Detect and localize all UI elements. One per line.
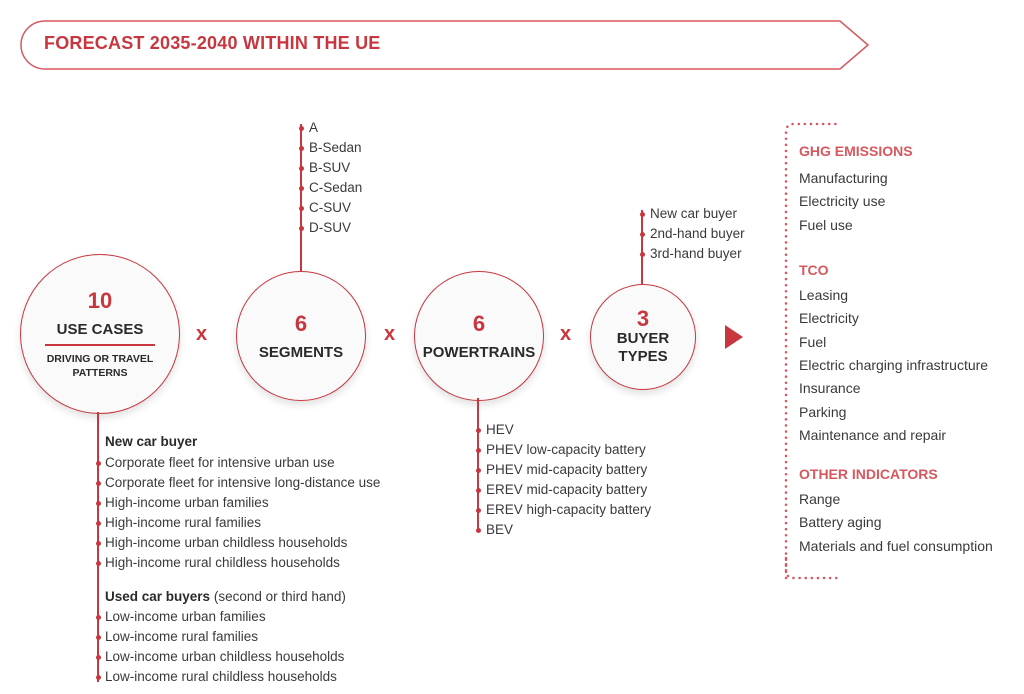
output-item: Electric charging infrastructure [799, 356, 989, 373]
use-cases-circle: 10 USE CASES DRIVING OR TRAVEL PATTERNS [20, 254, 180, 414]
used-header-text: Used car buyers [105, 589, 211, 604]
segment-item: B-Sedan [309, 140, 362, 155]
bullet-dot [476, 508, 481, 513]
bullet-dot [476, 528, 481, 533]
bullet-dot [96, 655, 101, 660]
bullet-dot [299, 146, 304, 151]
segment-item: D-SUV [309, 220, 352, 235]
segments-count: 6 [294, 310, 308, 336]
output-item: Electricity use [799, 193, 886, 210]
powertrains-label: POWERTRAINS [422, 343, 536, 361]
use-case-item: Low-income urban childless households [105, 649, 345, 664]
output-item: Leasing [799, 287, 849, 303]
bullet-dot [476, 488, 481, 493]
bullet-dot [476, 428, 481, 433]
tco-heading: TCO [799, 262, 829, 278]
bullet-dot [640, 232, 645, 237]
use-case-item: Low-income urban families [105, 609, 266, 624]
bullet-dot [96, 635, 101, 640]
bullet-dot [96, 561, 101, 566]
bullet-dot [96, 461, 101, 466]
powertrains-circle: 6 POWERTRAINS [414, 271, 544, 401]
bullet-dot [96, 615, 101, 620]
output-item: Electricity [799, 310, 859, 327]
use-case-item: High-income rural childless households [105, 555, 340, 570]
segments-connector [300, 124, 302, 272]
output-item: Maintenance and repair [799, 426, 947, 443]
bullet-dot [299, 226, 304, 231]
output-item: Materials and fuel consumption [799, 537, 993, 554]
use-case-item: High-income rural families [105, 515, 262, 530]
bullet-dot [476, 468, 481, 473]
powertrain-item: PHEV low-capacity battery [486, 442, 646, 457]
bullet-dot [299, 126, 304, 131]
bullet-dot [299, 186, 304, 191]
bullet-dot [96, 521, 101, 526]
buyer-types-connector [641, 210, 643, 285]
use-case-item: High-income urban childless households [105, 535, 348, 550]
powertrain-item: EREV high-capacity battery [486, 502, 652, 517]
bullet-dot [96, 501, 101, 506]
ghg-emissions-heading: GHG EMISSIONS [799, 143, 913, 159]
bullet-dot [476, 448, 481, 453]
buyer-type-item: New car buyer [650, 206, 738, 221]
use-cases-sublabel: DRIVING OR TRAVEL PATTERNS [46, 352, 154, 379]
buyer-types-count: 3 [636, 306, 650, 331]
banner-title: FORECAST 2035-2040 WITHIN THE UE [44, 33, 381, 53]
divider [45, 344, 155, 346]
bullet-dot [96, 541, 101, 546]
use-case-item: High-income urban families [105, 495, 269, 510]
bullet-dot [299, 166, 304, 171]
buyer-type-item: 3rd-hand buyer [650, 246, 742, 261]
buyer-types-label: BUYER TYPES [616, 330, 670, 365]
other-indicators-heading: OTHER INDICATORS [799, 466, 938, 482]
powertrains-count: 6 [472, 310, 486, 336]
use-case-item: Low-income rural childless households [105, 669, 337, 684]
segments-label: SEGMENTS [258, 343, 344, 361]
output-item: Battery aging [799, 514, 882, 531]
segment-item: A [309, 120, 319, 135]
bullet-dot [96, 675, 101, 680]
powertrain-item: EREV mid-capacity battery [486, 482, 648, 497]
powertrain-item: BEV [486, 522, 514, 537]
banner-arrow [20, 20, 870, 70]
powertrain-item: PHEV mid-capacity battery [486, 462, 648, 477]
output-item: Parking [799, 403, 847, 420]
triangle-arrow-icon [725, 325, 743, 349]
buyer-type-item: 2nd-hand buyer [650, 226, 745, 241]
output-item: Fuel use [799, 216, 853, 233]
used-header-note: (second or third hand) [213, 589, 346, 604]
output-item: Range [799, 491, 841, 507]
bullet-dot [299, 206, 304, 211]
multiply-sign: x [560, 323, 572, 345]
use-case-item: Low-income rural families [105, 629, 259, 644]
output-item: Insurance [799, 380, 861, 397]
output-item: Manufacturing [799, 170, 888, 186]
segment-item: C-Sedan [309, 180, 363, 195]
use-cases-count: 10 [87, 288, 113, 314]
multiply-sign: x [384, 323, 396, 345]
segments-circle: 6 SEGMENTS [236, 271, 366, 401]
use-case-item: Corporate fleet for intensive urban use [105, 455, 335, 470]
dotted-bracket [784, 122, 842, 580]
bullet-dot [640, 252, 645, 257]
output-item: Fuel [799, 333, 827, 350]
use-cases-connector [97, 412, 99, 682]
use-case-item: Corporate fleet for intensive long-dista… [105, 475, 381, 490]
multiply-sign: x [196, 323, 208, 345]
used-car-buyers-header: Used car buyers (second or third hand) [105, 589, 346, 604]
segment-item: C-SUV [309, 200, 352, 215]
new-car-buyer-header: New car buyer [105, 434, 198, 449]
powertrains-connector [477, 398, 479, 532]
bullet-dot [96, 481, 101, 486]
bullet-dot [640, 212, 645, 217]
buyer-types-circle: 3 BUYER TYPES [590, 284, 696, 390]
use-cases-label: USE CASES [56, 321, 144, 339]
powertrain-item: HEV [486, 422, 514, 437]
segment-item: B-SUV [309, 160, 351, 175]
